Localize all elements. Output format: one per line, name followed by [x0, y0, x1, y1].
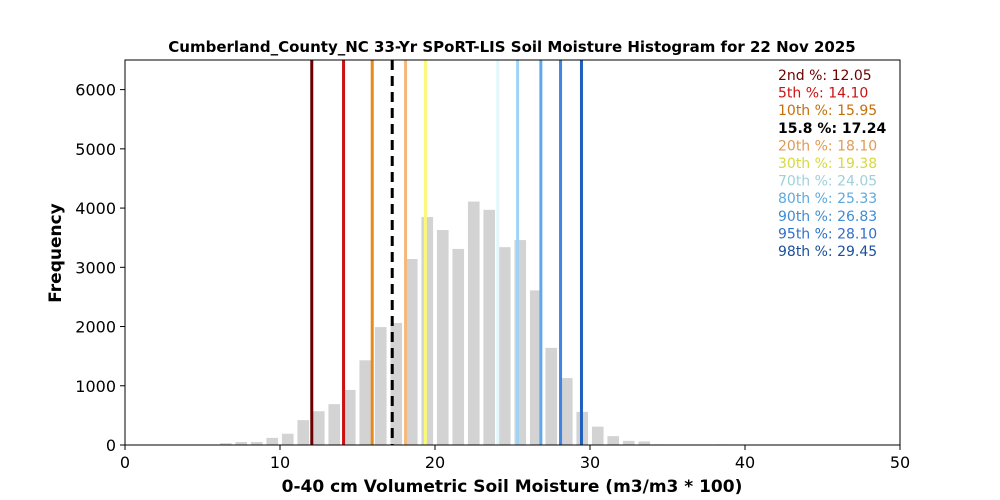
legend-entry: 98th %: 29.45	[778, 244, 877, 260]
histogram-bar	[436, 229, 449, 445]
histogram-bar	[483, 209, 496, 445]
x-axis-label: 0-40 cm Volumetric Soil Moisture (m3/m3 …	[282, 477, 743, 497]
histogram-bar	[560, 378, 573, 445]
x-ticks: 0 10 20 30 40 50	[120, 445, 910, 472]
y-tick-label: 3000	[75, 258, 116, 277]
legend-entry: 20th %: 18.10	[778, 138, 877, 154]
y-tick-label: 0	[106, 436, 116, 455]
histogram-bar	[281, 433, 294, 445]
plot-frame	[124, 59, 901, 446]
y-tick-label: 2000	[75, 318, 116, 337]
x-tick-label: 50	[890, 453, 910, 472]
histogram-bar	[343, 389, 356, 445]
histogram-bar	[467, 201, 480, 445]
x-tick-label: 30	[580, 453, 600, 472]
x-tick-label: 40	[735, 453, 755, 472]
histogram-bar	[312, 411, 325, 445]
legend-entry: 5th %: 14.10	[778, 86, 868, 102]
histogram-bar	[622, 440, 635, 445]
legend-entry: 95th %: 28.10	[778, 226, 877, 242]
legend-entry: 90th %: 26.83	[778, 209, 877, 225]
histogram-bar	[250, 442, 263, 445]
histogram-bar	[219, 443, 232, 445]
histogram-bar	[374, 327, 387, 445]
y-tick-label: 6000	[75, 81, 116, 100]
y-axis-label: Frequency	[46, 203, 66, 303]
histogram-bar	[235, 442, 248, 445]
legend-entry: 2nd %: 12.05	[778, 68, 872, 84]
histogram-bar	[514, 240, 527, 445]
chart-title: Cumberland_County_NC 33-Yr SPoRT-LIS Soi…	[168, 38, 855, 56]
histogram-bar	[638, 441, 651, 445]
percentile-lines-layer	[310, 60, 583, 445]
bars-layer	[219, 201, 728, 445]
legend-entry: 30th %: 19.38	[778, 156, 877, 172]
y-tick-label: 5000	[75, 140, 116, 159]
histogram-bar	[297, 420, 310, 445]
x-tick-label: 10	[270, 453, 290, 472]
x-tick-label: 20	[425, 453, 445, 472]
legend-entry: 70th %: 24.05	[778, 174, 877, 190]
histogram-bar	[498, 247, 511, 445]
histogram-bar	[266, 437, 279, 445]
histogram-bar	[421, 216, 434, 445]
legend-entry: 10th %: 15.95	[778, 103, 877, 119]
legend-entry: 15.8 %: 17.24	[778, 121, 886, 137]
histogram-bar	[390, 322, 403, 445]
histogram-bar	[591, 426, 604, 445]
histogram-bar	[405, 259, 418, 445]
histogram-bar	[529, 290, 542, 445]
histogram-bar	[452, 248, 465, 445]
y-ticks: 0 1000 2000 3000 4000 5000 6000	[75, 81, 125, 455]
x-tick-label: 0	[120, 453, 130, 472]
y-tick-label: 4000	[75, 199, 116, 218]
histogram-bar	[545, 347, 558, 445]
y-tick-label: 1000	[75, 377, 116, 396]
histogram-bar	[328, 404, 341, 445]
histogram-bar	[359, 360, 372, 445]
histogram-bar	[607, 436, 620, 445]
legend-entry: 80th %: 25.33	[778, 191, 877, 207]
